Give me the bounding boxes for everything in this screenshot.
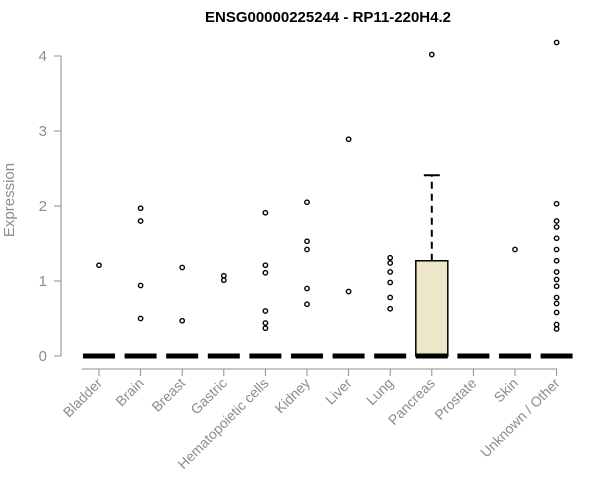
outlier-point (512, 246, 518, 253)
box-lung (374, 254, 407, 359)
outlier-point (387, 260, 394, 266)
y-tick-label: 2 (39, 198, 47, 215)
outlier-point (220, 272, 227, 279)
box-liver (332, 136, 365, 359)
outlier-point (262, 325, 269, 332)
outlier-point (553, 309, 560, 316)
outlier-point (262, 269, 269, 276)
outlier-point (387, 279, 394, 286)
outlier-point (179, 264, 186, 271)
outlier-point (345, 136, 352, 143)
outlier-point (137, 218, 144, 224)
outlier-point (304, 199, 310, 206)
outlier-point (553, 246, 560, 253)
outlier-point (304, 285, 310, 292)
outlier-point (553, 276, 560, 283)
box-body (415, 260, 449, 357)
outlier-point (553, 224, 560, 230)
outlier-point (345, 288, 352, 295)
outlier-point (553, 235, 560, 242)
box-gastric (207, 272, 240, 359)
y-ticks: 0 1 2 3 4 (39, 48, 61, 365)
outlier-point (553, 294, 560, 301)
outlier-point (220, 277, 227, 284)
x-tick-label-skin: Skin (491, 375, 522, 406)
outlier-point (428, 51, 435, 58)
outlier-point (553, 283, 560, 290)
y-axis-label: Expression (1, 163, 18, 237)
x-tick-label-liver: Liver (322, 375, 355, 408)
chart-title: ENSG00000225244 - RP11-220H4.2 (205, 9, 451, 26)
outlier-point (553, 218, 560, 224)
outlier-point (553, 326, 560, 332)
outlier-point (137, 315, 144, 322)
outlier-point (304, 301, 310, 308)
outlier-point (553, 321, 560, 328)
outlier-point (553, 269, 560, 275)
x-tick-label-unknown-other: Unknown / Other (477, 375, 563, 461)
outlier-point (262, 308, 269, 314)
box-breast (166, 264, 199, 359)
outlier-point (304, 246, 310, 253)
outlier-point (137, 282, 144, 289)
outlier-point (553, 39, 560, 46)
outlier-point (387, 294, 394, 301)
x-tick-label-brain: Brain (112, 375, 146, 409)
boxes (83, 39, 573, 359)
x-tick-label-kidney: Kidney (272, 375, 314, 417)
outlier-point (262, 262, 269, 269)
box-unknown-other (540, 39, 573, 359)
box-bladder (83, 262, 115, 359)
x-tick-label-bladder: Bladder (60, 375, 106, 421)
box-kidney (291, 199, 323, 359)
box-brain (124, 205, 157, 359)
y-tick-label: 4 (39, 48, 47, 65)
box-skin (499, 246, 531, 359)
y-tick-label: 3 (39, 123, 47, 140)
outlier-point (262, 320, 269, 326)
x-tick-label-lung: Lung (363, 375, 396, 408)
outlier-point (387, 269, 394, 275)
y-tick-label: 0 (39, 348, 47, 365)
outlier-point (304, 238, 310, 245)
outlier-point (553, 200, 560, 207)
outlier-point (553, 300, 560, 307)
outlier-point (96, 262, 102, 269)
x-tick-label-prostate: Prostate (431, 375, 479, 423)
outlier-point (387, 254, 394, 261)
x-tick-label-breast: Breast (148, 375, 188, 415)
box-hematopoietic-cells (249, 209, 282, 359)
outlier-point (137, 205, 144, 212)
outlier-point (262, 209, 269, 216)
y-tick-label: 1 (39, 273, 47, 290)
box-pancreas (415, 51, 449, 359)
outlier-point (553, 257, 560, 264)
outlier-point (387, 305, 394, 312)
outlier-point (179, 317, 186, 324)
